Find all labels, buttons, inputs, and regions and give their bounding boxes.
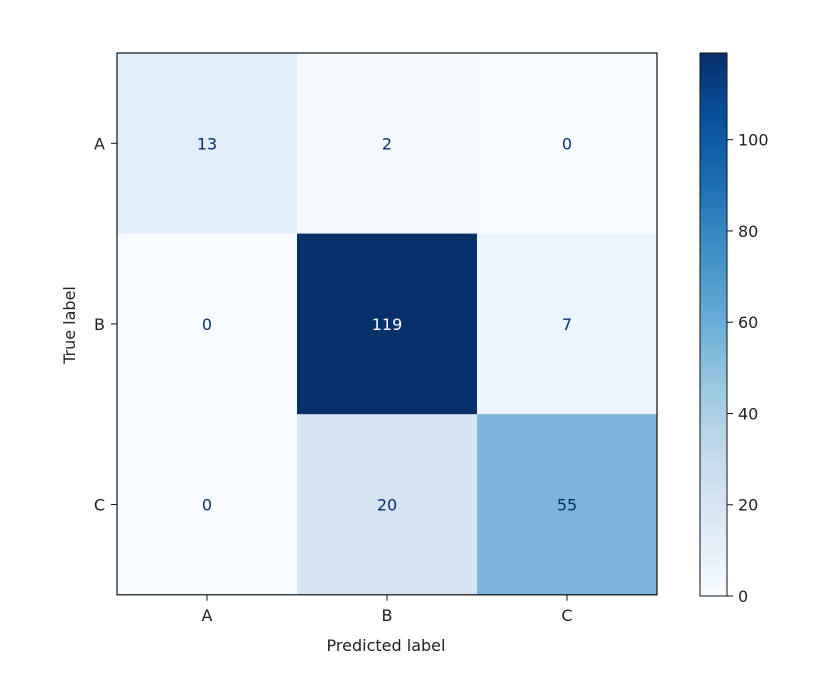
x-tick-label: A (202, 606, 213, 625)
heatmap-cell-B-A (117, 233, 298, 415)
y-axis-title: True label (60, 286, 79, 365)
x-axis-ticks: A B C (202, 594, 573, 625)
cell-value-label: 0 (202, 315, 212, 334)
cell-value-label: 20 (377, 496, 397, 515)
cell-value-label: 0 (562, 134, 572, 153)
colorbar-tick-label: 60 (738, 313, 758, 332)
x-axis-title: Predicted label (327, 636, 446, 655)
colorbar-tick-label: 100 (738, 131, 769, 150)
heatmap-cell-A-A (117, 53, 298, 235)
y-tick-label: A (94, 134, 105, 153)
cell-value-label: 7 (562, 315, 572, 334)
heatmap-cells (117, 53, 658, 596)
colorbar-ticks: 0 20 40 60 80 100 (727, 131, 769, 606)
heatmap-cell-C-A (117, 414, 298, 596)
y-axis-ticks: A B C (94, 134, 117, 515)
colorbar-tick-label: 20 (738, 496, 758, 515)
heatmap-cell-C-B (297, 414, 478, 596)
heatmap-cell-A-C (477, 53, 658, 235)
cell-value-label: 2 (382, 134, 392, 153)
cell-value-label: 0 (202, 496, 212, 515)
colorbar-tick-label: 0 (738, 587, 748, 606)
colorbar-tick-label: 40 (738, 404, 758, 423)
heatmap-cell-labels: 13 2 00 119 70 20 55 (197, 134, 577, 514)
heatmap-cell-C-C (477, 414, 658, 596)
x-tick-label: C (561, 606, 572, 625)
cell-value-label: 55 (557, 496, 577, 515)
heatmap-cell-A-B (297, 53, 478, 235)
cell-value-label: 119 (372, 315, 403, 334)
x-tick-label: B (382, 606, 393, 625)
colorbar-tick-label: 80 (738, 222, 758, 241)
cell-value-label: 13 (197, 134, 217, 153)
heatmap-cell-B-C (477, 233, 658, 415)
y-tick-label: C (94, 496, 105, 515)
heatmap-cell-B-B (297, 233, 478, 415)
y-tick-label: B (94, 315, 105, 334)
colorbar (699, 52, 728, 597)
